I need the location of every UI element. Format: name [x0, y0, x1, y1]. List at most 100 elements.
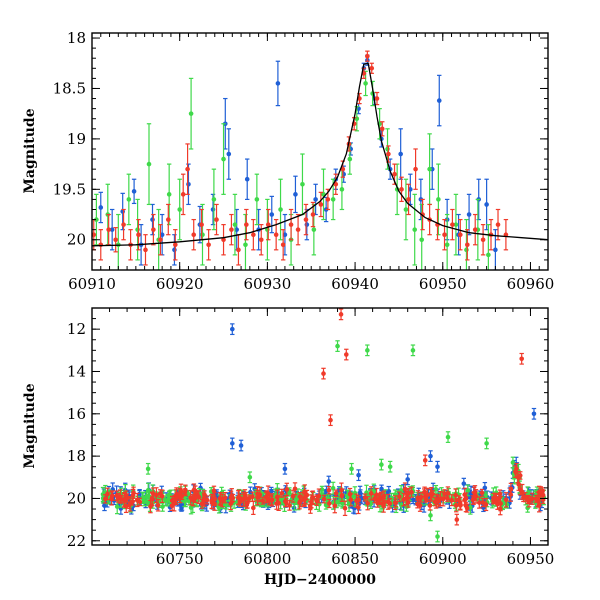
zoomed-red-marker — [165, 217, 171, 222]
zoomed-green-marker — [363, 81, 368, 86]
full-red-point — [536, 497, 542, 513]
zoomed-red-marker — [151, 227, 156, 232]
zoomed-red-marker — [480, 237, 486, 243]
zoomed-blue-point — [131, 178, 137, 205]
full-red-point — [326, 485, 332, 495]
zoomed-red-point — [333, 173, 339, 195]
zoomed-red-point — [113, 227, 118, 253]
full-red-marker — [515, 474, 521, 480]
zoomed-red-marker — [310, 212, 316, 217]
full-red-marker — [199, 501, 205, 507]
full-red-marker — [436, 498, 441, 504]
zoomed-red-marker — [392, 171, 397, 177]
full-red-marker — [314, 497, 319, 503]
full-blue-outlier-marker — [531, 411, 537, 417]
full-green-outlier-marker — [247, 474, 253, 480]
full-red-marker — [342, 505, 348, 511]
zoomed-blue-marker — [293, 192, 298, 197]
full-y-tick-label: 16 — [67, 405, 86, 423]
full-blue-outlier-point — [230, 437, 235, 450]
full-red-outlier-marker — [321, 371, 326, 376]
full-red-point — [449, 494, 455, 507]
full-green-outlier-point — [428, 509, 433, 522]
full-green-marker — [188, 505, 194, 510]
full-green-outlier-marker — [484, 441, 489, 446]
full-blue-outlier-marker — [405, 477, 410, 482]
zoomed-red-marker — [236, 247, 241, 253]
full-red-point — [385, 493, 391, 510]
zoomed-green-point — [444, 213, 450, 270]
zoomed-red-point — [365, 50, 370, 62]
full-red-point — [157, 489, 163, 498]
full-red-marker — [445, 490, 451, 496]
full-x-tick-label: 60950 — [507, 550, 555, 568]
zoomed-blue-marker — [304, 222, 310, 227]
full-red-marker — [276, 500, 281, 506]
full-red-point — [374, 487, 379, 502]
zoomed-green-marker — [243, 242, 248, 248]
zoomed-green-point — [394, 163, 400, 216]
zoomed-red-marker — [221, 237, 226, 243]
full-green-outlier-marker — [445, 434, 451, 440]
x-axis-label: HJD−2400000 — [264, 572, 376, 588]
full-red-marker — [523, 494, 528, 500]
full-green-marker — [144, 493, 149, 499]
zoomed-blue-point — [293, 175, 298, 214]
full-green-marker — [140, 495, 145, 501]
zoomed-red-point — [206, 229, 211, 261]
zoomed-green-marker — [232, 222, 238, 227]
zoomed-green-point — [464, 218, 469, 270]
zoomed-red-marker — [158, 237, 163, 243]
zoomed-y-tick-label: 18 — [67, 29, 86, 47]
full-red-point — [401, 492, 406, 507]
zoomed-red-marker — [399, 187, 404, 192]
full-red-point — [148, 499, 153, 514]
full-red-point — [406, 487, 411, 499]
zoomed-green-marker — [403, 207, 409, 212]
zoomed-green-point — [321, 168, 326, 221]
full-red-point — [356, 494, 361, 505]
zoomed-red-point — [472, 213, 478, 246]
full-x-tick-label: 60900 — [419, 550, 467, 568]
full-green-outlier-marker — [349, 466, 354, 472]
full-red-point — [393, 498, 398, 508]
zoomed-red-marker — [258, 237, 264, 243]
zoomed-green-marker — [347, 156, 353, 162]
full-blue-outlier-marker — [230, 441, 235, 446]
zoomed-green-point — [166, 163, 172, 226]
full-green-marker — [483, 492, 488, 498]
zoomed-green-marker — [166, 192, 172, 197]
zoomed-red-point — [185, 143, 190, 195]
full-blue-outlier-marker — [238, 443, 244, 448]
zoomed-red-point — [214, 203, 219, 236]
zoomed-blue-marker — [109, 227, 115, 232]
full-blue-outlier-point — [326, 475, 332, 488]
zoomed-red-point — [251, 218, 256, 251]
full-red-marker — [191, 497, 196, 503]
full-red-marker — [415, 501, 420, 507]
zoomed-red-marker — [98, 242, 104, 248]
zoomed-x-tick-label: 60960 — [507, 275, 555, 293]
full-red-marker — [222, 495, 228, 501]
zoomed-blue-point — [418, 178, 424, 221]
full-red-point — [121, 492, 127, 508]
full-red-marker — [333, 490, 339, 496]
full-blue-outlier-point — [230, 323, 235, 336]
zoomed-red-marker — [280, 242, 286, 248]
zoomed-blue-point — [493, 229, 498, 270]
full-red-outlier-point — [519, 352, 524, 365]
zoomed-red-point — [165, 203, 171, 236]
full-red-point — [257, 486, 263, 503]
zoomed-blue-point — [275, 60, 281, 107]
zoomed-blue-point — [226, 128, 232, 180]
zoomed-red-point — [180, 173, 186, 216]
full-green-outlier-point — [349, 462, 354, 475]
zoomed-red-marker — [288, 222, 294, 227]
full-green-outlier-marker — [428, 513, 433, 518]
zoomed-red-marker — [199, 222, 204, 227]
full-red-outlier-marker — [338, 312, 344, 317]
full-red-marker — [385, 499, 391, 505]
full-green-outlier-marker — [365, 348, 370, 353]
full-blue-marker — [379, 486, 384, 492]
full-red-point — [472, 485, 478, 501]
